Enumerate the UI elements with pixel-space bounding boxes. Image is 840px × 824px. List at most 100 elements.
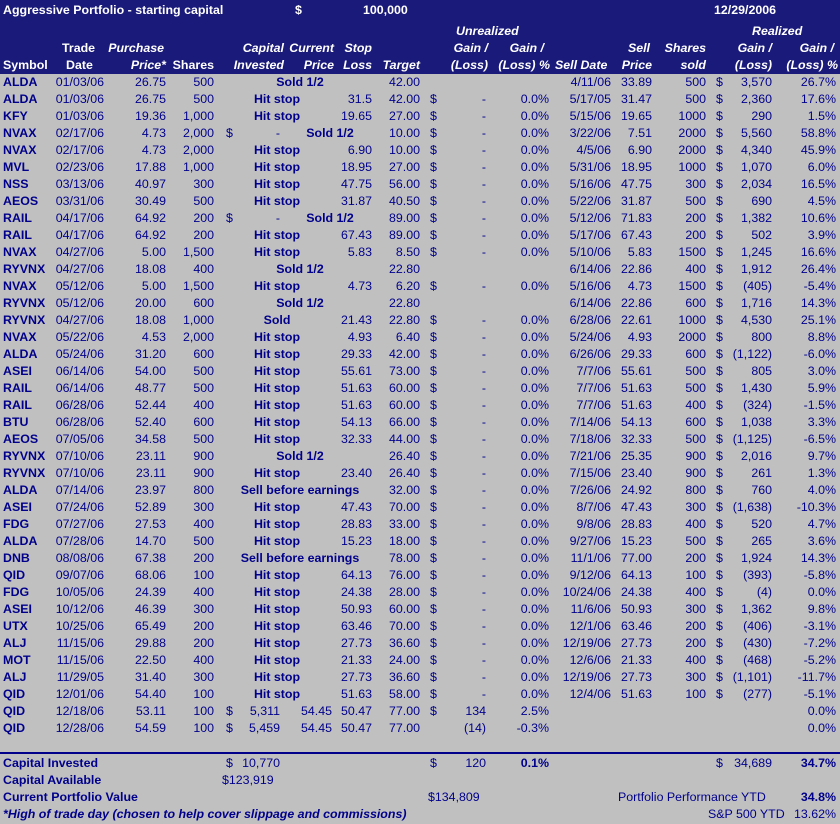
cell-ss: 500: [685, 194, 706, 208]
cell-rg: 800: [751, 330, 772, 344]
cell-up: 0.0%: [520, 143, 549, 157]
cell-date: 07/28/06: [55, 534, 104, 548]
cell-sym: BTU: [3, 415, 29, 429]
cell-stop: 54.13: [340, 415, 372, 429]
cell-status: Hit stop: [253, 670, 301, 684]
cell-sh: 300: [193, 602, 214, 616]
table-row: ALDA 01/03/06 26.75 500 31.5 42.00 $ - 0.0% 5/17/…: [0, 91, 840, 108]
cell-sym: RAIL: [3, 228, 32, 242]
table-row: RAIL 06/28/06 52.44 400 51.63 60.00 $ - 0.0% 7/7/…: [0, 397, 840, 414]
header-trade-date-2: Date: [66, 58, 93, 72]
cell-ss: 1500: [678, 279, 706, 293]
table-row: RAIL 06/14/06 48.77 500 51.63 60.00 $ - 0.0% 7/7/…: [0, 380, 840, 397]
cell-tgt: 58.00: [388, 687, 420, 701]
cell-status: Hit stop: [253, 500, 301, 514]
cell-rg: (1,638): [732, 500, 772, 514]
cell-tgt: 73.00: [388, 364, 420, 378]
cell-sym: MVL: [3, 160, 30, 174]
table-row: ASEI 06/14/06 54.00 500 55.61 73.00 $ - 0.0% 7/7/…: [0, 363, 840, 380]
cell-rp: -5.4%: [803, 279, 836, 293]
cell-rp: 0.0%: [807, 721, 836, 735]
cell-ss: 500: [685, 364, 706, 378]
cell-ss: 600: [685, 296, 706, 310]
cell-rd: $: [716, 534, 723, 548]
header-real-gain-pct-2: (Loss) %: [786, 58, 838, 72]
cell-pp: 34.58: [134, 432, 166, 446]
table-row: NVAX 02/17/06 4.73 2,000 6.90 10.00 $ - 0.0% 4/5/…: [0, 142, 840, 159]
cell-tgt: 22.80: [388, 296, 420, 310]
cell-sym: FDG: [3, 517, 30, 531]
cell-ug: -: [481, 143, 486, 157]
cell-tgt: 33.00: [388, 517, 420, 531]
cell-rd: $: [716, 245, 723, 259]
cell-ss: 1500: [678, 245, 706, 259]
table-row: RYVNX 04/27/06 18.08 400 22.80 6/14/06 22.86 40…: [0, 261, 840, 278]
cell-sh: 200: [193, 211, 214, 225]
cell-stop: 23.40: [340, 466, 372, 480]
cell-sd: 9/8/06: [576, 517, 611, 531]
cell-ss: 600: [685, 347, 706, 361]
cell-pp: 54.59: [134, 721, 166, 735]
cell-sym: ALJ: [3, 636, 27, 650]
cell-up: 0.0%: [520, 500, 549, 514]
cell-cap: -: [275, 211, 280, 225]
cell-sym: QID: [3, 704, 26, 718]
cell-rp: 26.4%: [800, 262, 836, 276]
capital-dollar-sign: $: [295, 3, 302, 17]
cell-rg: 2,034: [740, 177, 772, 191]
cell-pp: 4.53: [141, 330, 166, 344]
cell-ug: -: [481, 313, 486, 327]
cell-date: 11/29/05: [56, 670, 104, 684]
cell-sp: 24.92: [620, 483, 652, 497]
cell-sym: ALDA: [3, 75, 38, 89]
cell-tgt: 60.00: [388, 398, 420, 412]
cell-pp: 52.40: [134, 415, 166, 429]
cell-cap: -: [275, 126, 280, 140]
cell-pp: 54.00: [134, 364, 166, 378]
realized-total-dollar: $: [716, 756, 723, 770]
cell-sh: 400: [193, 653, 214, 667]
cell-up: 0.0%: [520, 568, 549, 582]
cell-tgt: 26.40: [388, 466, 420, 480]
cell-ss: 500: [685, 75, 706, 89]
cell-rd: $: [716, 313, 723, 327]
cell-stop: 28.83: [340, 517, 372, 531]
cell-sd: 7/7/06: [576, 381, 611, 395]
cell-capd: $: [226, 211, 233, 225]
cell-pp: 18.08: [134, 313, 166, 327]
cell-pp: 65.49: [134, 619, 166, 633]
cell-sh: 500: [193, 92, 214, 106]
header-symbol: Symbol: [3, 58, 48, 72]
cell-rp: -5.2%: [803, 653, 836, 667]
cell-sym: RYVNX: [3, 262, 46, 276]
cell-sd: 9/12/06: [569, 568, 611, 582]
cell-status: Hit stop: [253, 398, 301, 412]
cell-date: 04/17/06: [55, 211, 104, 225]
cell-up: 0.0%: [520, 177, 549, 191]
cell-tgt: 40.50: [388, 194, 420, 208]
cell-pp: 54.40: [134, 687, 166, 701]
cell-rp: 6.0%: [807, 160, 836, 174]
cell-tgt: 78.00: [388, 551, 420, 565]
cell-status: Hit stop: [253, 330, 301, 344]
cell-status: Hit stop: [253, 687, 301, 701]
cell-sym: ASEI: [3, 602, 32, 616]
table-row: QID 12/18/06 53.11 100 $5,311 54.45 50.47 77.00…: [0, 703, 840, 720]
cell-cur: 54.45: [300, 721, 332, 735]
cell-sh: 600: [193, 347, 214, 361]
footer-divider: [0, 752, 840, 754]
cell-sd: 12/19/06: [562, 670, 611, 684]
cell-pp: 23.97: [134, 483, 166, 497]
cell-status: Hit stop: [253, 585, 301, 599]
cell-ud: $: [430, 143, 437, 157]
footnote: *High of trade day (chosen to help cover…: [3, 807, 407, 821]
cell-tgt: 10.00: [388, 126, 420, 140]
cell-sym: AEOS: [3, 432, 39, 446]
cell-stop: 31.87: [340, 194, 372, 208]
cell-sp: 22.86: [620, 296, 652, 310]
cell-sd: 7/18/06: [569, 432, 611, 446]
table-row: NVAX 02/17/06 4.73 2,000 $ - 10.00 $ - 0.0% 3/22/0…: [0, 125, 840, 142]
cell-ug: -: [481, 585, 486, 599]
cell-ss: 2000: [678, 126, 706, 140]
